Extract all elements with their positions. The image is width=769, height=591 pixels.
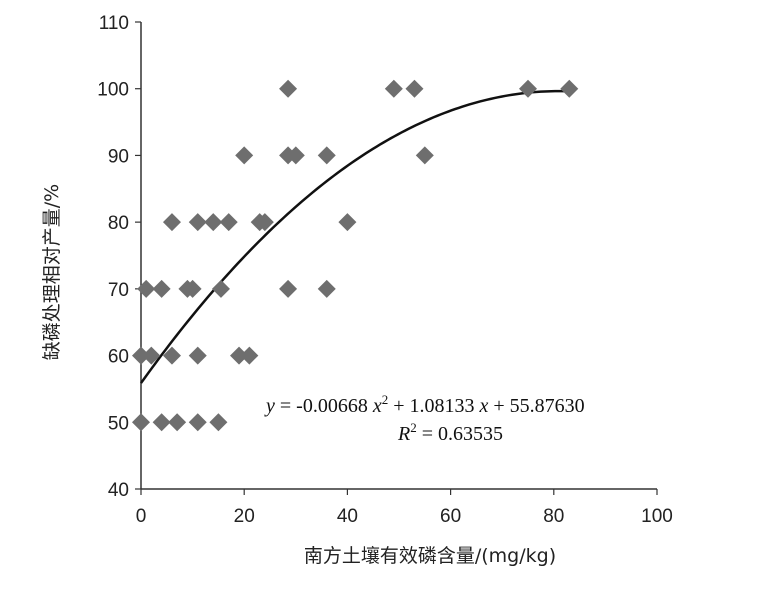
data-point: [204, 213, 223, 232]
data-point: [142, 346, 161, 365]
data-point: [279, 279, 298, 298]
x-tick-label: 80: [543, 506, 564, 527]
x-tick-label: 100: [641, 506, 673, 527]
data-point: [560, 79, 579, 98]
x-tick-label: 0: [136, 506, 147, 527]
y-tick-label: 90: [108, 146, 129, 167]
data-point: [162, 213, 181, 232]
trend-curve: [139, 89, 570, 384]
r-squared-label: R2 = 0.63535: [397, 420, 503, 445]
data-point: [240, 346, 259, 365]
data-point: [152, 413, 171, 432]
x-axis-title: 南方土壤有效磷含量/(mg/kg): [304, 545, 556, 567]
data-point: [519, 79, 537, 98]
y-tick-label: 100: [97, 80, 129, 101]
y-tick-label: 60: [108, 347, 129, 368]
data-point: [162, 346, 181, 365]
data-point: [188, 213, 207, 232]
data-point: [211, 279, 230, 298]
data-point: [415, 146, 434, 165]
x-tick-label: 40: [337, 506, 358, 527]
data-point: [286, 146, 305, 165]
x-tick-label: 60: [440, 506, 461, 527]
data-point: [317, 146, 336, 165]
data-point: [405, 79, 424, 98]
data-point: [152, 279, 171, 298]
x-tick-label: 20: [234, 506, 255, 527]
data-point: [384, 79, 403, 98]
data-point: [188, 346, 207, 365]
data-point: [219, 213, 238, 232]
axes: [140, 22, 657, 490]
data-point: [235, 146, 254, 165]
data-point: [183, 279, 202, 298]
data-point: [168, 413, 187, 432]
data-point: [137, 279, 156, 298]
data-point: [209, 413, 228, 432]
data-point: [230, 346, 249, 365]
data-point: [132, 413, 150, 432]
data-point: [279, 79, 298, 98]
y-tick-label: 50: [108, 413, 129, 434]
data-points: [132, 79, 579, 432]
regression-equation: y = -0.00668 x2 + 1.08133 x + 55.87630: [264, 392, 585, 417]
data-point: [338, 213, 357, 232]
y-axis-title: 缺磷处理相对产量/%: [41, 184, 63, 360]
tick-layer: 40 50 60 70 80 90 100 110 0 20 40 60 80 100: [97, 13, 673, 527]
data-point: [188, 413, 207, 432]
data-point: [317, 279, 336, 298]
data-point: [132, 346, 150, 365]
y-tick-label: 40: [108, 480, 129, 501]
y-tick-label: 110: [99, 13, 129, 34]
y-tick-label: 80: [108, 213, 129, 234]
y-tick-label: 70: [108, 280, 129, 301]
data-point: [255, 213, 274, 232]
